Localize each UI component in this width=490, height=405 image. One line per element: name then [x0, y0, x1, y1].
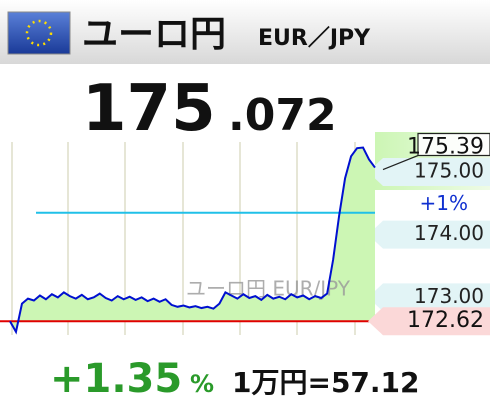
plot: 173.00 174.00 175.00 ユーロ円 EUR/JPY 172.62 +1% 1… [0, 132, 490, 336]
base-box [368, 307, 490, 336]
header-bar [0, 0, 490, 64]
high-box [382, 132, 490, 171]
price-decimal: .072 [228, 90, 337, 141]
y-tick-label: 174.00 [414, 221, 484, 245]
tick-box [368, 220, 490, 249]
price-line [9, 146, 376, 335]
y-tick-label: 173.00 [414, 284, 484, 308]
area [10, 147, 375, 332]
high-label: 175.39 [407, 135, 484, 160]
price-integer: 175 [82, 72, 216, 146]
tick-box [368, 157, 490, 186]
rate: 1万円=57.12 [232, 366, 420, 399]
base-label: 172.62 [407, 308, 484, 333]
watermark: ユーロ円 EUR/JPY [186, 277, 351, 301]
y-tick-label: 175.00 [414, 158, 484, 182]
eu-flag [7, 11, 71, 55]
change-unit: % [190, 370, 214, 398]
tick-box [368, 283, 490, 312]
title: ユーロ円 [82, 14, 226, 55]
percent-label: +1% [420, 191, 469, 215]
change: +1.35 [50, 356, 182, 402]
pair: EUR／JPY [258, 26, 371, 51]
